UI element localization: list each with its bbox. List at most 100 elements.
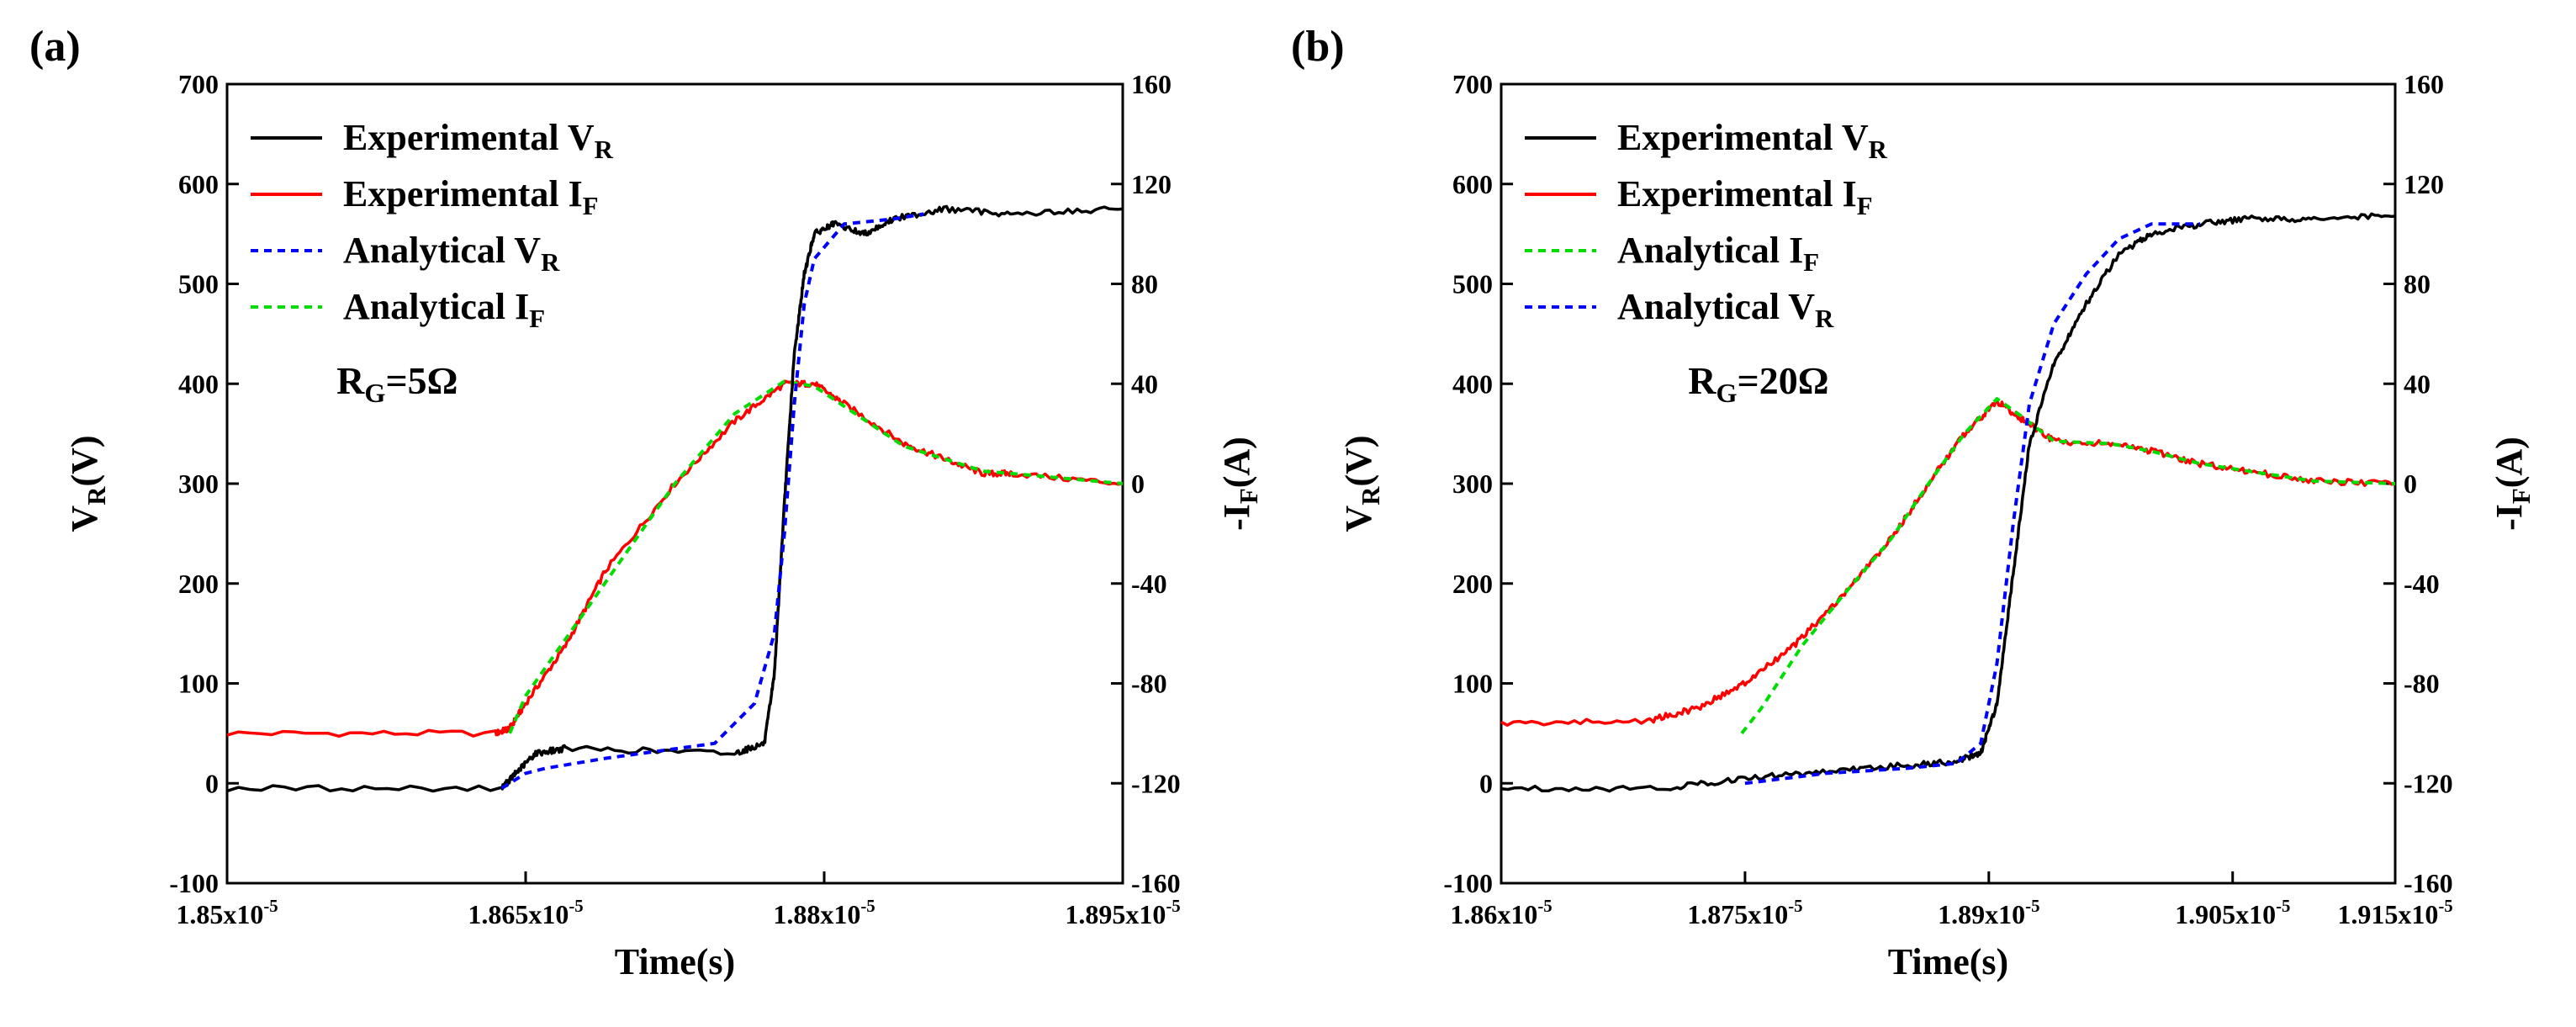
x-tick-mantissa: 1.905x10 <box>2175 899 2276 929</box>
series-line-analytical-v-voltage <box>500 212 924 790</box>
rg-annotation-tail: =20Ω <box>1738 359 1829 402</box>
x-tick-label: 1.915x10-5 <box>2337 897 2452 929</box>
x-tick-exponent: -5 <box>2025 897 2039 916</box>
y-axis-title-main: V <box>64 506 105 532</box>
y2-tick-label: -160 <box>1131 868 1181 898</box>
y-axis-title: VR(V) <box>64 435 111 532</box>
rg-annotation: RG=20Ω <box>1688 359 1828 408</box>
series-line-experimental-i-current <box>1500 400 2396 727</box>
legend-entry-text: Analytical V <box>343 230 541 271</box>
y-tick-label: 400 <box>1452 368 1493 399</box>
y2-axis-title-sub: F <box>1235 488 1263 504</box>
legend-entry-sub: F <box>583 192 599 220</box>
y2-tick-label: -120 <box>2404 768 2453 798</box>
x-tick-label: 1.89x10-5 <box>1938 897 2039 929</box>
rg-annotation: RG=5Ω <box>336 359 458 408</box>
x-tick-exponent: -5 <box>1788 897 1802 916</box>
y-tick-label: 100 <box>178 669 219 699</box>
series-line-analytical-i-current <box>508 379 1124 734</box>
legend-entry-text: Experimental V <box>1617 117 1869 158</box>
rg-annotation-tail: =5Ω <box>385 359 458 402</box>
y-tick-label: 400 <box>178 368 219 399</box>
legend-entry-text: Analytical I <box>1617 230 1803 271</box>
legend-entry-sub: F <box>1803 248 1819 277</box>
y2-tick-label: 120 <box>1131 169 1172 199</box>
y-tick-label: -100 <box>1443 868 1493 898</box>
y2-tick-label: -40 <box>2404 569 2440 599</box>
x-tick-exponent: -5 <box>860 897 875 916</box>
y2-axis-title-main: -I <box>1216 504 1257 531</box>
rg-annotation-main: R <box>1688 359 1716 402</box>
y-axis-title-unit: (V) <box>1338 435 1379 486</box>
x-tick-label: 1.86x10-5 <box>1450 897 1552 929</box>
y-axis-title-sub: R <box>1357 486 1385 506</box>
rg-annotation-sub: G <box>364 378 385 408</box>
legend-entry-sub: R <box>541 248 560 277</box>
x-tick-mantissa: 1.89x10 <box>1938 899 2025 929</box>
legend-entry: Analytical VR <box>343 230 560 277</box>
x-tick-mantissa: 1.88x10 <box>773 899 860 929</box>
y-axis-title-sub: R <box>82 486 111 506</box>
legend-entry-sub: F <box>1857 192 1873 220</box>
legend-entry-text: Analytical V <box>1617 286 1815 327</box>
chart-panel-a: (a)-1000100200300400500600700-160-120-80… <box>29 23 1263 982</box>
x-tick-label: 1.895x10-5 <box>1065 897 1180 929</box>
y2-tick-label: 0 <box>1131 469 1145 499</box>
y-tick-label: 700 <box>178 69 219 99</box>
legend-entry-text: Experimental I <box>1617 173 1857 214</box>
y-axis-title-main: V <box>1338 506 1379 532</box>
y2-tick-label: 160 <box>1131 69 1172 99</box>
series-line-analytical-v-voltage <box>1744 222 2201 786</box>
x-tick-mantissa: 1.875x10 <box>1687 899 1788 929</box>
x-tick-label: 1.88x10-5 <box>773 897 875 929</box>
y2-tick-label: 0 <box>2404 469 2417 499</box>
y2-tick-label: -120 <box>1131 768 1181 798</box>
legend-entry-text: Analytical I <box>343 286 529 327</box>
legend-entry-sub: F <box>529 304 545 333</box>
y-tick-label: 500 <box>178 269 219 299</box>
series-line-experimental-v-voltage <box>226 204 1124 793</box>
y-tick-label: 0 <box>205 768 219 798</box>
y2-tick-label: 80 <box>2404 269 2431 299</box>
legend-entry-sub: R <box>1815 304 1834 333</box>
x-axis-title: Time(s) <box>1888 941 2008 982</box>
y2-tick-label: -80 <box>2404 669 2440 699</box>
x-tick-mantissa: 1.85x10 <box>176 899 263 929</box>
y2-axis-title-sub: F <box>2507 488 2536 504</box>
series-line-analytical-i-current <box>1740 397 2396 735</box>
y-tick-label: 200 <box>1452 569 1493 599</box>
x-tick-label: 1.865x10-5 <box>468 897 583 929</box>
panel-label: (b) <box>1291 23 1345 71</box>
y2-tick-label: 160 <box>2404 69 2444 99</box>
x-tick-exponent: -5 <box>1166 897 1180 916</box>
y2-axis-title-main: -I <box>2489 504 2530 531</box>
y-tick-label: 600 <box>1452 169 1493 199</box>
y2-tick-label: -160 <box>2404 868 2453 898</box>
legend-entry-sub: R <box>595 135 614 164</box>
y-tick-label: 300 <box>178 469 219 499</box>
x-tick-exponent: -5 <box>569 897 583 916</box>
y2-tick-label: 40 <box>2404 368 2431 399</box>
y2-axis-title: -IF(A) <box>2489 437 2536 531</box>
x-tick-mantissa: 1.895x10 <box>1065 899 1166 929</box>
y-tick-label: 600 <box>178 169 219 199</box>
legend-entry: Experimental IF <box>1617 173 1873 220</box>
y-axis-title: VR(V) <box>1338 435 1385 532</box>
y2-tick-label: -40 <box>1131 569 1167 599</box>
x-tick-exponent: -5 <box>2438 897 2452 916</box>
y-tick-label: -100 <box>169 868 219 898</box>
y-tick-label: 200 <box>178 569 219 599</box>
y2-axis-title-unit: (A) <box>2489 437 2530 488</box>
y-tick-label: 100 <box>1452 669 1493 699</box>
series-line-experimental-i-current <box>226 379 1124 738</box>
y2-axis-title-unit: (A) <box>1216 437 1257 488</box>
rg-annotation-main: R <box>336 359 365 402</box>
x-tick-exponent: -5 <box>2276 897 2290 916</box>
legend-entry-text: Experimental V <box>343 117 595 158</box>
legend-entry: Experimental VR <box>343 117 614 164</box>
x-tick-exponent: -5 <box>263 897 278 916</box>
legend-entry: Analytical VR <box>1617 286 1834 333</box>
rg-annotation-sub: G <box>1716 378 1737 408</box>
y-tick-label: 300 <box>1452 469 1493 499</box>
